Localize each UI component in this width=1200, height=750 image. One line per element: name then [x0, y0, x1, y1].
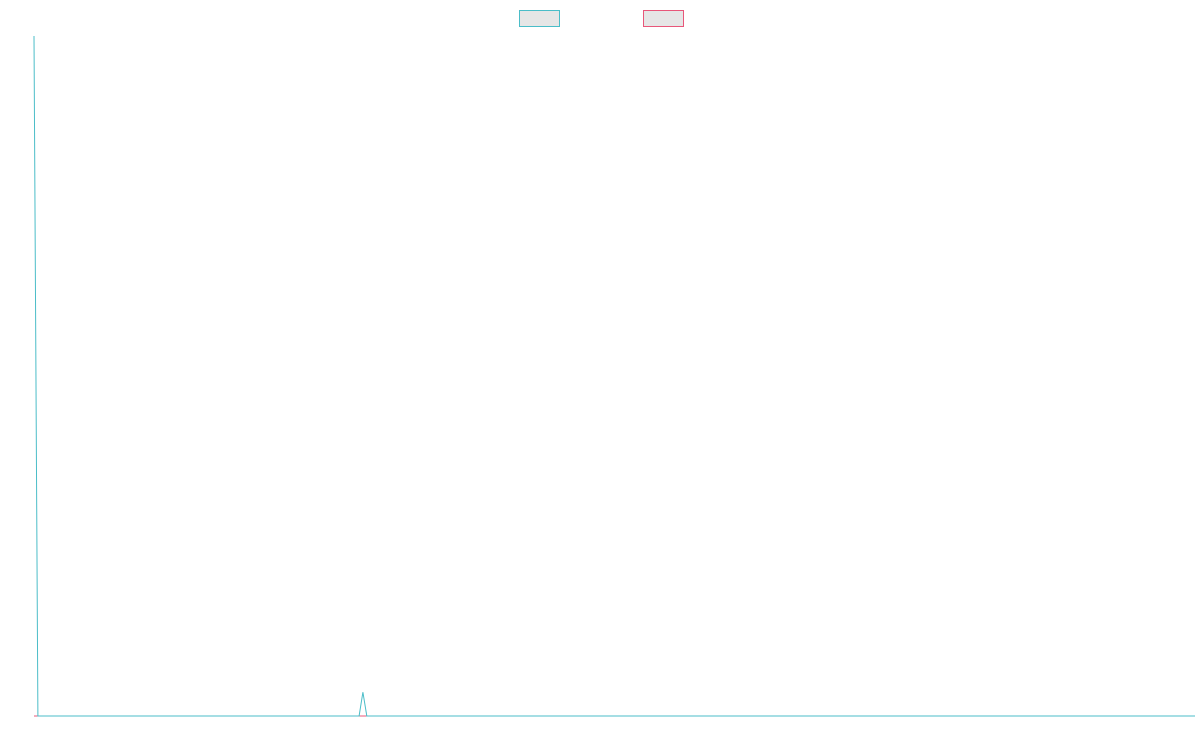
series-line-1: [33, 35, 1195, 717]
legend-swatch-1[interactable]: [519, 10, 560, 27]
legend-swatch-2[interactable]: [643, 10, 684, 27]
plot-area: [33, 35, 1195, 717]
legend: [519, 10, 684, 27]
